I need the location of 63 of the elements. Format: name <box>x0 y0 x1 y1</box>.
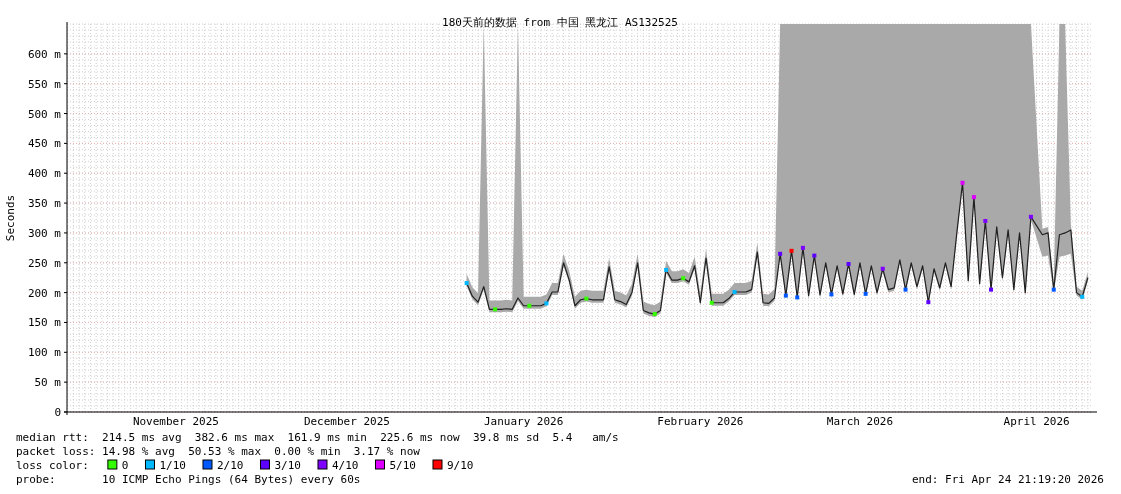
point <box>880 266 885 271</box>
y-tick-label: 250 m <box>27 256 62 270</box>
point <box>664 267 669 272</box>
point <box>960 180 965 185</box>
x-tick-label: December 2025 <box>303 415 390 428</box>
point <box>584 296 589 301</box>
point <box>1080 294 1085 299</box>
y-tick-label: 300 m <box>27 226 62 240</box>
legend-label: 1/10 <box>159 459 186 472</box>
y-tick-label: 550 m <box>27 77 62 91</box>
legend-label: 2/10 <box>216 459 244 472</box>
line-series <box>466 182 1089 315</box>
x-tick-label: February 2026 <box>657 415 744 428</box>
point <box>778 251 783 256</box>
y-axis-title: Seconds <box>4 194 17 242</box>
text: end: Fri Apr 24 21:19:20 2026 <box>911 473 1104 486</box>
point <box>464 281 469 286</box>
legend-label: 4/10 <box>331 459 359 472</box>
point <box>812 253 817 258</box>
point <box>989 287 994 292</box>
point <box>544 301 549 306</box>
legend-label: 9/10 <box>446 459 474 472</box>
legend-label: 0 <box>121 459 129 472</box>
point <box>709 300 714 305</box>
y-tick-label: 100 m <box>27 346 62 360</box>
legend-label: 3/10 <box>274 459 301 472</box>
point <box>789 248 794 253</box>
point <box>795 295 800 300</box>
text: median rtt: 214.5 ms avg 382.6 ms max 161.9 ms min 225.6 ms now 39.8 ms sd 5.4 am/s <box>16 431 619 444</box>
legend-label: 5/10 <box>389 459 416 472</box>
point <box>681 276 686 281</box>
y-tick-label: 200 m <box>27 286 62 300</box>
y-tick-label: 400 m <box>27 167 62 181</box>
point <box>783 293 788 298</box>
point <box>829 292 834 297</box>
point <box>527 303 532 308</box>
point <box>926 300 931 305</box>
point <box>800 245 805 250</box>
legend-title: loss color: <box>16 459 89 472</box>
text: packet loss: 14.98 % avg 50.53 % max 0.00 % min 3.17 % now <box>16 445 421 458</box>
point <box>863 291 868 296</box>
point <box>903 287 908 292</box>
x-tick-label: November 2025 <box>132 415 219 428</box>
y-tick-label: 500 m <box>27 107 62 121</box>
x-tick-label: April 2026 <box>1003 415 1070 428</box>
x-tick-label: March 2026 <box>826 415 894 428</box>
y-tick-label: 50 m <box>34 376 62 390</box>
text: probe: 10 ICMP Echo Pings (64 Bytes) every 60s <box>16 473 361 486</box>
chart-title: 180天前的数据 from 中国 黑龙江 AS132525 <box>442 16 678 29</box>
y-tick-label: 350 m <box>27 197 62 211</box>
point <box>971 195 976 200</box>
point <box>1051 287 1056 292</box>
y-tick-label: 450 m <box>27 137 62 151</box>
point <box>493 307 498 312</box>
point <box>846 261 851 266</box>
point <box>652 312 657 317</box>
y-tick-label: 600 m <box>27 47 62 61</box>
point <box>732 290 737 295</box>
y-tick-label: 0 <box>54 406 61 419</box>
y-tick-label: 150 m <box>27 316 62 330</box>
point <box>1028 214 1033 219</box>
point <box>983 218 988 223</box>
x-tick-label: January 2026 <box>483 415 564 428</box>
